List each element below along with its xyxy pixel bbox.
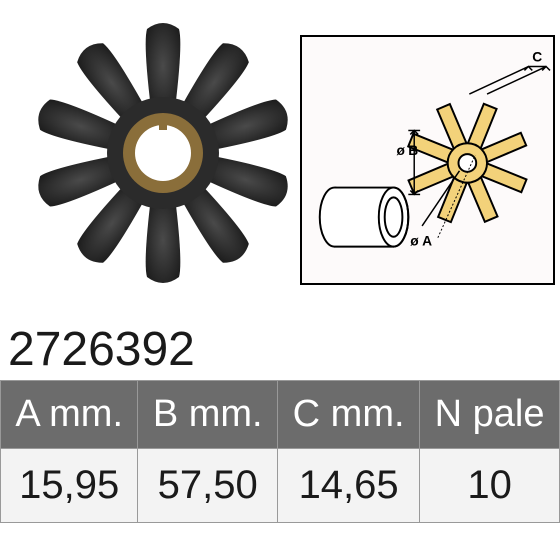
- cell-n: 10: [420, 449, 560, 523]
- cell-c: 14,65: [278, 449, 420, 523]
- part-number: 2726392: [8, 322, 195, 377]
- diagram-label-dia-b: ø: [397, 143, 406, 158]
- col-header-c: C mm.: [278, 381, 420, 449]
- col-header-b: B mm.: [138, 381, 278, 449]
- table-header-row: A mm. B mm. C mm. N pale: [1, 381, 560, 449]
- image-region: C ø B ø A: [0, 0, 560, 330]
- impeller-photo: [28, 18, 298, 288]
- diagram-label-b: B: [408, 143, 418, 158]
- spec-table: A mm. B mm. C mm. N pale 15,95 57,50 14,…: [0, 380, 560, 523]
- col-header-n: N pale: [420, 381, 560, 449]
- cell-a: 15,95: [1, 449, 138, 523]
- technical-diagram: C ø B ø A: [300, 35, 555, 285]
- diagram-label-c: C: [532, 50, 542, 65]
- col-header-a: A mm.: [1, 381, 138, 449]
- diagram-label-dia-a: ø: [410, 234, 419, 249]
- cell-b: 57,50: [138, 449, 278, 523]
- table-row: 15,95 57,50 14,65 10: [1, 449, 560, 523]
- diagram-label-a: A: [422, 234, 432, 249]
